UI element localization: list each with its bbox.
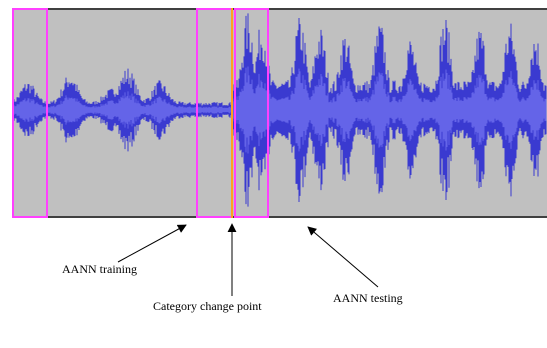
annotation-label: Category change point [153,299,262,313]
arrow [308,227,378,287]
figure: AANN training Category change point AANN… [0,0,547,343]
arrow [118,225,186,262]
annotation-label: AANN training [62,262,137,276]
annotation-label: AANN testing [333,291,403,305]
